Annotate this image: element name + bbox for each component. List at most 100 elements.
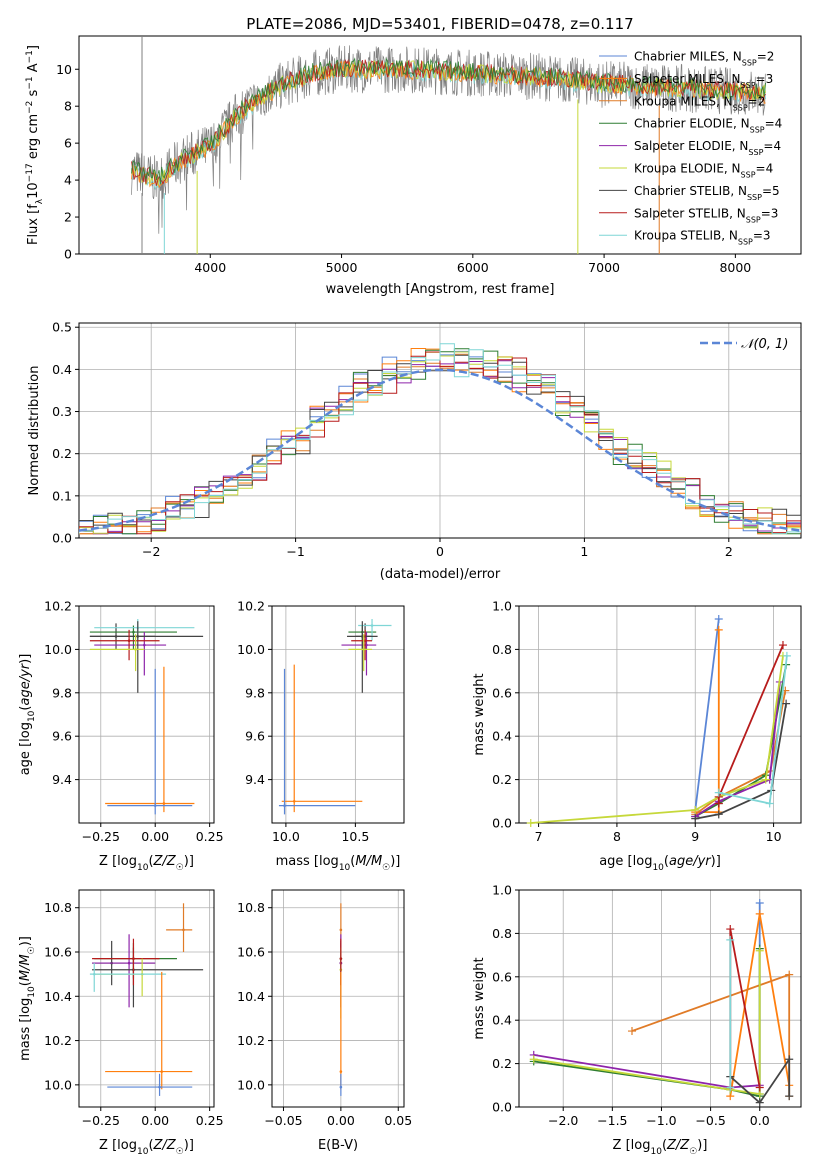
x-tick-label: 0.00 [327,1113,355,1128]
series-line-4 [694,681,781,818]
axes-age_vs_mass: 10.0 10.5 9.4 9.6 9.8 10.0 10.2 mass [log10(M/M… [237,599,405,873]
y-tick-label: 0.0 [52,531,72,546]
x-tick-label: 8000 [719,260,751,275]
legend-label: Kroupa MILES, NSSP=2 [634,94,765,112]
y-tick-label: 10.2 [237,599,265,614]
y-tick-label: 10.0 [44,1077,72,1092]
data-point [362,648,366,651]
series-line-3 [694,664,787,818]
points [89,619,204,815]
x-axis-label: E(B-V) [318,1138,358,1153]
series-marker [755,909,764,918]
series-line-4 [533,1054,760,1089]
data-point [339,928,343,932]
series-line-8 [718,655,788,805]
y-tick-label: 10.8 [237,900,265,915]
series [529,899,794,1107]
series-marker [526,819,535,827]
data-point [283,804,286,807]
legend-label: 𝒩(0, 1) [741,337,788,352]
x-tick-label: 2 [725,544,733,559]
y-tick-label: 10.0 [237,642,265,657]
series-line-5 [533,950,761,1096]
x-tick-label: 5000 [326,260,358,275]
histograms [79,343,801,535]
y-tick-label: 1.0 [492,883,512,898]
plot-frame [518,605,802,824]
axes-mass_vs_Z: −0.25 0.00 0.25 10.0 10.2 10.4 10.6 10.8 Z [log1… [18,889,224,1157]
series-marker [726,1083,735,1092]
y-tick-label: 9.6 [245,729,265,744]
axes-mass_weight_vs_Z: −2.0 −1.5 −1.0 −0.5 0.0 0.0 0.2 0.4 0.6 0.8 1.0 Z [… [472,883,802,1157]
legend: Chabrier MILES, NSSP=2 Salpeter MILES, NS… [599,50,782,247]
y-tick-label: 0.6 [492,969,512,984]
plot-frame [518,889,802,1108]
x-axis-label: mass [log10(M/M☉)] [276,854,401,873]
data-point [132,630,135,634]
x-tick-label: 7000 [588,260,620,275]
data-point [134,648,137,651]
series-line-6 [729,1056,791,1105]
y-tick-label: 2 [64,210,72,225]
normal-curve [79,368,801,532]
y-tick-label: 0.0 [492,816,512,831]
axes-mass_vs_EBV: −0.05 0.00 0.05 10.0 10.2 10.4 10.6 10.8 E(B-V) [237,889,412,1153]
data-point [363,639,367,643]
data-point [365,643,368,647]
data-point [370,624,374,627]
series-marker [785,1092,794,1101]
y-axis-label: mass [log10(M/M☉)] [18,936,37,1061]
x-tick-label: −2 [142,544,160,559]
series-marker [726,935,735,944]
data-point [127,639,131,643]
y-tick-label: 0.2 [52,446,72,461]
y-axis-label: age [log10(age/yr)] [18,654,37,776]
data-point [182,928,185,932]
y-tick-label: 0.8 [492,642,512,657]
x-tick-label: 8 [613,829,621,844]
x-tick-label: 10.5 [341,829,369,844]
points [89,903,204,1096]
axes-residuals: −2 −1 0 1 2 0.0 0.1 0.2 0.3 0.4 0.5 (data-model)/er… [27,320,802,582]
points [339,903,343,1096]
data-point [132,957,135,960]
data-point [339,1070,343,1073]
x-tick-label: 0.05 [384,1113,412,1128]
data-point [292,800,296,803]
x-tick-label: −0.25 [82,829,120,844]
series-marker [714,625,723,634]
series-marker [714,810,723,819]
x-tick-label: −0.5 [695,1113,725,1128]
series-marker [691,805,700,814]
y-tick-label: 10.6 [237,945,265,960]
series-marker [785,1055,794,1064]
y-tick-label: 10.4 [237,989,265,1004]
x-tick-label: 0.00 [141,829,169,844]
plot-frame [78,889,215,1108]
y-tick-label: 0.8 [492,926,512,941]
x-tick-label: −0.05 [264,1113,302,1128]
y-tick-label: 10 [56,62,72,77]
legend-label: Chabrier STELIB, NSSP=5 [634,184,780,202]
x-axis-label: Z [log10(Z/Z☉)] [99,854,194,873]
spectrum-data [131,45,766,234]
series-marker [782,651,791,660]
series-marker [761,775,770,784]
data-point [339,957,343,960]
y-tick-label: 9.8 [245,685,265,700]
series-marker [785,970,794,979]
y-tick-label: 0.2 [492,1056,512,1071]
y-tick-label: 4 [64,173,72,188]
legend-label: Salpeter ELODIE, NSSP=4 [634,139,781,157]
series [526,615,791,827]
points [278,619,392,815]
legend-label: Kroupa STELIB, NSSP=3 [634,229,771,247]
x-tick-label: 6000 [457,260,489,275]
y-tick-label: 10.8 [44,900,72,915]
y-tick-label: 9.6 [52,729,72,744]
x-axis-label: age [log10(age/yr)] [599,854,721,873]
data-point [143,643,146,647]
y-tick-label: 0.4 [492,729,512,744]
axes-spectrum: 4000 5000 6000 7000 8000 0 2 4 6 8 10 wavelength [A… [25,35,802,297]
data-point [127,961,131,965]
